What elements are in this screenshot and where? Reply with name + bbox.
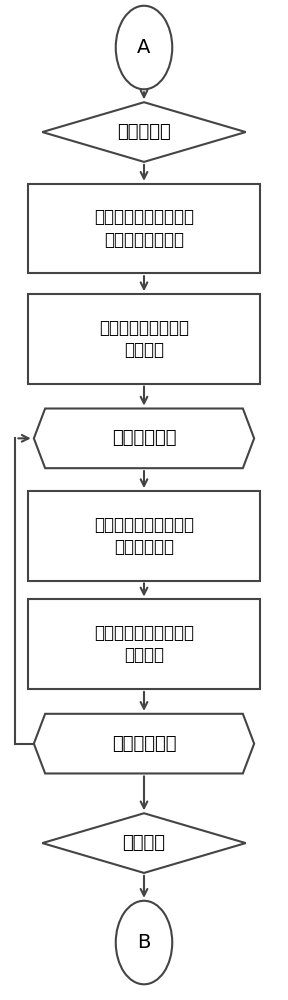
Text: 操作测试设备，测得所
需的数据: 操作测试设备，测得所 需的数据 — [94, 624, 194, 664]
Bar — [28, 294, 260, 384]
Text: 初始化参数: 初始化参数 — [117, 123, 171, 141]
Bar — [28, 491, 260, 581]
Ellipse shape — [116, 901, 172, 984]
Bar — [28, 184, 260, 273]
Polygon shape — [42, 813, 246, 873]
Polygon shape — [34, 409, 254, 468]
Text: 将样品的输入信号切换
为数字信号源: 将样品的输入信号切换 为数字信号源 — [94, 516, 194, 556]
Text: 汇总数据: 汇总数据 — [122, 834, 166, 852]
Polygon shape — [34, 714, 254, 773]
Text: 判断循环条件: 判断循环条件 — [112, 735, 176, 753]
Text: A: A — [137, 38, 151, 57]
Text: 将测试样品的接入信号
切换为脉冲发生器: 将测试样品的接入信号 切换为脉冲发生器 — [94, 208, 194, 249]
Text: B: B — [137, 933, 151, 952]
Bar — [28, 599, 260, 689]
Polygon shape — [42, 102, 246, 162]
Text: 操作脉冲发生器，进
行写或擦: 操作脉冲发生器，进 行写或擦 — [99, 319, 189, 359]
Ellipse shape — [116, 6, 172, 89]
Text: 进入测试循环: 进入测试循环 — [112, 429, 176, 447]
